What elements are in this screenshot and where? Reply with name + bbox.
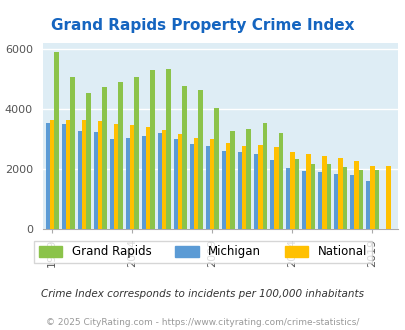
Bar <box>173 139 177 229</box>
Bar <box>45 122 50 229</box>
Bar <box>198 90 202 229</box>
Bar <box>141 136 146 229</box>
Legend: Grand Rapids, Michigan, National: Grand Rapids, Michigan, National <box>34 241 371 263</box>
Bar <box>369 166 373 229</box>
Text: © 2025 CityRating.com - https://www.cityrating.com/crime-statistics/: © 2025 CityRating.com - https://www.city… <box>46 318 359 327</box>
Bar <box>237 152 241 229</box>
Bar <box>70 78 75 229</box>
Bar <box>226 143 230 229</box>
Bar <box>214 108 218 229</box>
Bar <box>77 131 82 229</box>
Bar <box>273 147 278 229</box>
Bar <box>109 139 114 229</box>
Text: Crime Index corresponds to incidents per 100,000 inhabitants: Crime Index corresponds to incidents per… <box>41 289 364 299</box>
Bar <box>285 168 289 229</box>
Bar <box>162 130 166 229</box>
Bar <box>221 150 226 229</box>
Bar <box>50 119 54 229</box>
Bar <box>253 153 258 229</box>
Bar <box>301 171 305 229</box>
Bar <box>194 138 198 229</box>
Bar <box>150 70 155 229</box>
Bar <box>385 167 390 229</box>
Bar <box>349 175 353 229</box>
Bar <box>310 164 314 229</box>
Bar <box>317 172 321 229</box>
Bar <box>353 161 358 229</box>
Bar <box>333 174 337 229</box>
Bar <box>373 170 378 229</box>
Bar <box>246 129 250 229</box>
Bar <box>294 159 298 229</box>
Bar <box>337 158 342 229</box>
Bar <box>86 92 91 229</box>
Bar <box>289 152 294 229</box>
Bar <box>118 82 123 229</box>
Bar <box>342 167 346 229</box>
Bar <box>258 146 262 229</box>
Bar <box>93 132 98 229</box>
Bar <box>326 164 330 229</box>
Bar <box>82 120 86 229</box>
Bar <box>98 121 102 229</box>
Bar <box>177 134 182 229</box>
Bar <box>358 170 362 229</box>
Bar <box>262 123 266 229</box>
Bar <box>134 78 139 229</box>
Bar <box>241 146 246 229</box>
Bar <box>182 86 187 229</box>
Bar <box>364 181 369 229</box>
Bar <box>209 140 214 229</box>
Bar <box>278 133 282 229</box>
Bar <box>205 146 209 229</box>
Text: Grand Rapids Property Crime Index: Grand Rapids Property Crime Index <box>51 18 354 33</box>
Bar <box>62 124 66 229</box>
Bar <box>114 124 118 229</box>
Bar <box>125 138 130 229</box>
Bar <box>130 125 134 229</box>
Bar <box>102 86 107 229</box>
Bar <box>157 133 162 229</box>
Bar <box>54 52 59 229</box>
Bar <box>269 160 273 229</box>
Bar <box>305 154 310 229</box>
Bar <box>146 126 150 229</box>
Bar <box>189 144 194 229</box>
Bar <box>166 69 171 229</box>
Bar <box>230 131 234 229</box>
Bar <box>321 156 326 229</box>
Bar <box>66 119 70 229</box>
